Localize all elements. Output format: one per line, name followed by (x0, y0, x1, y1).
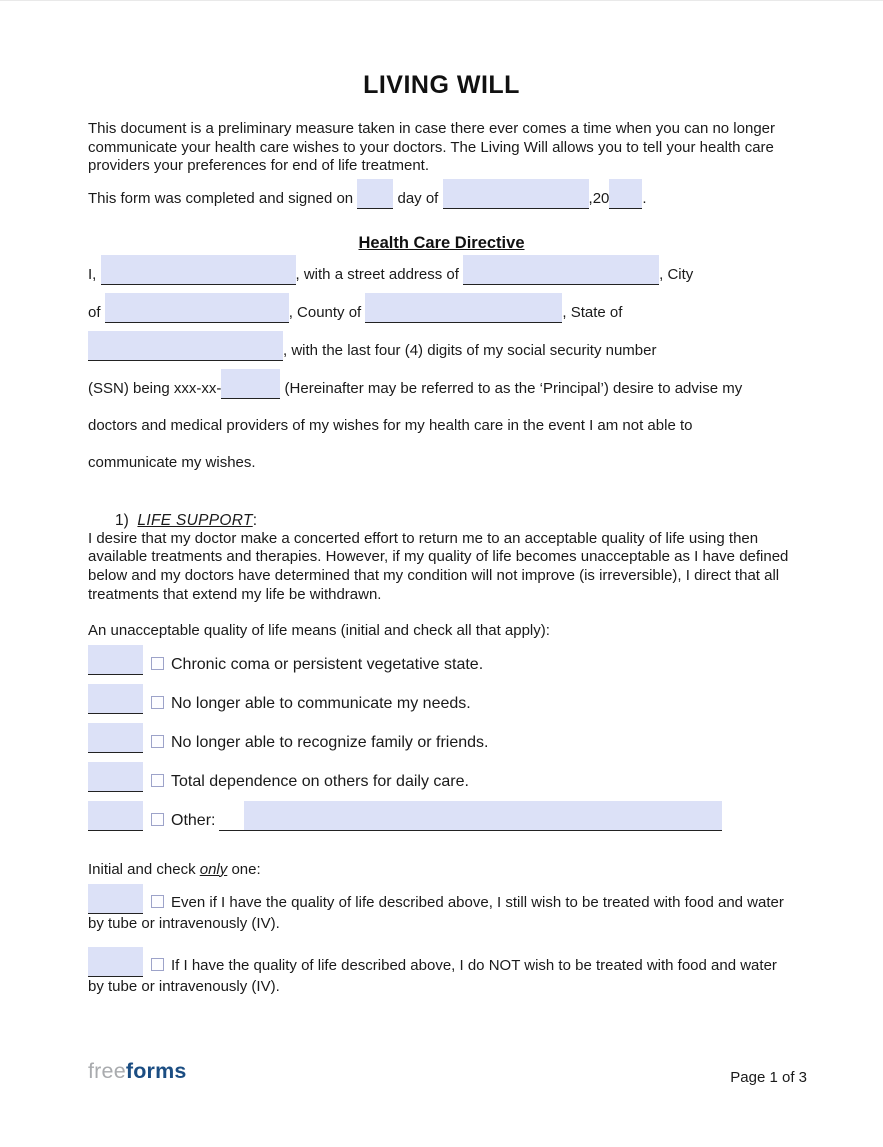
initials-field[interactable] (88, 644, 143, 675)
ssn-last-four-field[interactable] (221, 368, 281, 399)
option-label: Total dependence on others for daily car… (171, 772, 469, 790)
other-input-field[interactable] (219, 800, 723, 831)
checkbox[interactable] (151, 812, 164, 826)
freeforms-logo: freeforms (88, 1059, 187, 1084)
checkbox[interactable] (151, 773, 164, 787)
directive-text: , State of (562, 303, 623, 321)
heading-colon: : (252, 511, 258, 529)
directive-line: I, , with a street address of , City (88, 254, 795, 293)
directive-line: communicate my wishes. (88, 444, 795, 481)
life-support-heading-label: LIFE SUPPORT (137, 511, 253, 529)
option-label: If I have the quality of life described … (88, 956, 777, 995)
directive-text: I, (88, 265, 97, 283)
checkbox[interactable] (151, 695, 164, 709)
section-heading-health-care-directive: Health Care Directive (358, 233, 525, 252)
prompt-text: Initial and check (88, 860, 196, 878)
signed-line-text: This form was completed and signed on (88, 189, 354, 207)
month-field[interactable] (442, 178, 589, 209)
quality-option-row: No longer able to recognize family or fr… (88, 722, 795, 762)
initials-field[interactable] (88, 884, 143, 915)
principal-name-field[interactable] (100, 254, 296, 285)
signed-line-text: . (642, 189, 647, 207)
initials-field[interactable] (88, 800, 143, 831)
directive-text: , with a street address of (295, 265, 459, 283)
prompt-text: one: (231, 860, 261, 878)
option-label: Other: (171, 811, 216, 829)
initials-field[interactable] (88, 946, 143, 977)
signed-line-text: day of (397, 189, 439, 207)
directive-paragraph: I, , with a street address of , City of … (88, 254, 795, 481)
checkbox[interactable] (151, 957, 164, 971)
directive-text: of (88, 303, 101, 321)
quality-option-row: Total dependence on others for daily car… (88, 761, 795, 801)
life-support-heading: 1) LIFE SUPPORT: (88, 512, 795, 530)
list-number: 1) (115, 511, 129, 529)
signed-line-text: ,20 (588, 189, 610, 207)
directive-text: doctors and medical providers of my wish… (88, 416, 693, 434)
directive-line: doctors and medical providers of my wish… (88, 407, 795, 444)
intro-paragraph: This document is a preliminary measure t… (88, 120, 776, 175)
directive-text: , City (659, 265, 694, 283)
directive-text: communicate my wishes. (88, 453, 256, 471)
quality-of-life-prompt: An unacceptable quality of life means (i… (88, 622, 550, 640)
initials-field[interactable] (88, 761, 143, 792)
quality-option-row: Chronic coma or persistent vegetative st… (88, 644, 795, 684)
life-support-paragraph: I desire that my doctor make a concerted… (88, 529, 789, 603)
quality-option-row-other: Other: (88, 800, 795, 840)
exclusive-option-row: Even if I have the quality of life descr… (88, 884, 795, 934)
directive-text: , with the last four (4) digits of my so… (283, 341, 657, 359)
logo-free-text: free (88, 1059, 126, 1083)
directive-line: , with the last four (4) digits of my so… (88, 330, 795, 369)
directive-line: (SSN) being xxx-xx- (Hereinafter may be … (88, 368, 795, 407)
county-field[interactable] (365, 292, 563, 323)
street-address-field[interactable] (463, 254, 660, 285)
initial-check-prompt: Initial and check only one: (88, 861, 795, 880)
exclusive-option-row: If I have the quality of life described … (88, 946, 795, 997)
prompt-emphasis: only (199, 860, 228, 878)
page-title: LIVING WILL (363, 71, 520, 99)
directive-text: , County of (288, 303, 362, 321)
option-label: Chronic coma or persistent vegetative st… (171, 655, 484, 673)
logo-forms-text: forms (125, 1059, 187, 1083)
state-field[interactable] (88, 330, 283, 361)
city-field[interactable] (104, 292, 289, 323)
option-label: No longer able to communicate my needs. (171, 694, 471, 712)
directive-text: (SSN) being xxx-xx- (88, 379, 222, 397)
signed-line: This form was completed and signed on da… (88, 178, 795, 216)
quality-option-row: No longer able to communicate my needs. (88, 683, 795, 723)
directive-line: of , County of , State of (88, 292, 795, 331)
checkbox[interactable] (151, 895, 164, 909)
initials-field[interactable] (88, 722, 143, 753)
initials-field[interactable] (88, 683, 143, 714)
option-label: No longer able to recognize family or fr… (171, 733, 489, 751)
page-indicator: Page 1 of 3 (730, 1069, 807, 1086)
directive-text: (Hereinafter may be referred to as the ‘… (284, 379, 743, 397)
checkbox[interactable] (151, 656, 164, 670)
day-field[interactable] (357, 178, 394, 209)
checkbox[interactable] (151, 734, 164, 748)
option-label: Even if I have the quality of life descr… (88, 894, 784, 933)
year-field[interactable] (609, 178, 643, 209)
